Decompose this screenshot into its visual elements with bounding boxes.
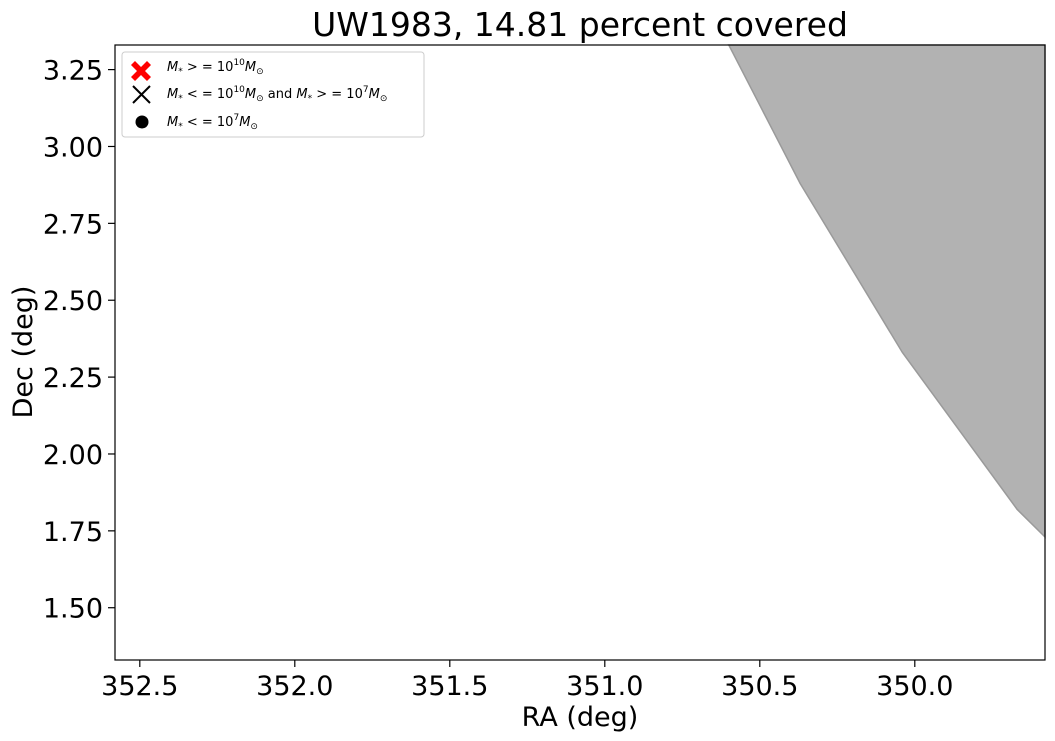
plot-area: [727, 44, 1046, 539]
y-tick-label: 3.25: [43, 56, 103, 87]
filled-x-icon: [131, 61, 151, 81]
x-tick-label: 351.0: [566, 671, 643, 702]
y-axis-label: Dec (deg): [8, 286, 39, 419]
y-tick-label: 2.00: [43, 440, 103, 471]
legend-label-high-mass: M* > = 1010M⊙: [167, 58, 264, 77]
legend-marker-mid-mass: [132, 85, 151, 104]
y-tick-label: 1.50: [43, 594, 103, 625]
legend: M* > = 1010M⊙ M* < = 1010M⊙ and M* > = 1…: [121, 51, 425, 138]
y-tick-label: 2.75: [43, 209, 103, 240]
x-tick-label: 351.5: [411, 671, 488, 702]
x-tick-label: 350.5: [721, 671, 798, 702]
x-tick-label: 352.0: [256, 671, 333, 702]
y-tick-label: 1.75: [43, 517, 103, 548]
x-icon: [132, 85, 151, 104]
legend-marker-high-mass: [131, 61, 151, 81]
plot-frame: [114, 44, 1046, 661]
legend-label-mid-mass: M* < = 1010M⊙ and M* > = 107M⊙: [167, 85, 387, 104]
x-axis: 352.5 352.0 351.5 351.0 350.5 350.0: [101, 660, 953, 702]
legend-box: [121, 51, 425, 138]
chart-title: UW1983, 14.81 percent covered: [312, 5, 848, 44]
y-tick-label: 3.00: [43, 132, 103, 163]
legend-label-low-mass: M* < = 107M⊙: [167, 113, 258, 132]
y-axis: 1.50 1.75 2.00 2.25 2.50 2.75 3.00 3.25: [43, 56, 115, 625]
x-axis-label: RA (deg): [522, 702, 639, 733]
x-tick-label: 350.0: [876, 671, 953, 702]
x-tick-label: 352.5: [101, 671, 178, 702]
y-tick-label: 2.25: [43, 363, 103, 394]
y-tick-label: 2.50: [43, 286, 103, 317]
coverage-region: [727, 44, 1046, 539]
circle-icon: [135, 115, 149, 129]
